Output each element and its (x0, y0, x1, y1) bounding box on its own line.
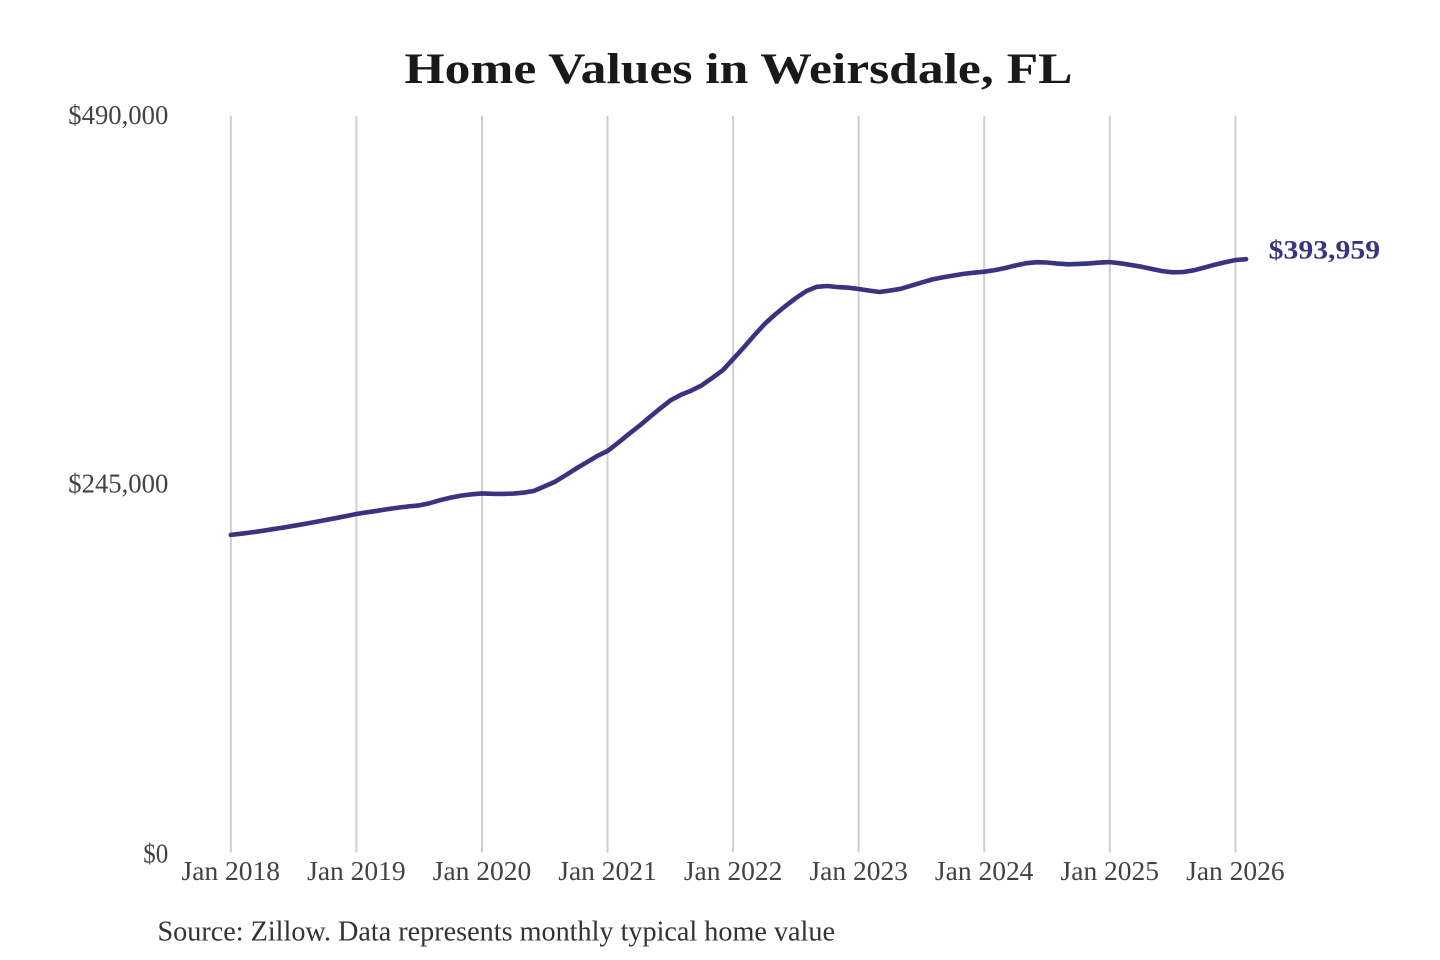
svg-text:Jan 2020: Jan 2020 (433, 856, 532, 886)
svg-text:$490,000: $490,000 (68, 100, 168, 130)
svg-text:Jan 2023: Jan 2023 (809, 856, 908, 886)
svg-text:$0: $0 (143, 839, 168, 869)
svg-text:Jan 2019: Jan 2019 (307, 856, 406, 886)
svg-text:Jan 2026: Jan 2026 (1186, 856, 1285, 886)
svg-text:$245,000: $245,000 (68, 469, 168, 499)
svg-text:Jan 2018: Jan 2018 (182, 856, 281, 886)
svg-text:Jan 2021: Jan 2021 (558, 856, 657, 886)
svg-text:Source: Zillow. Data represent: Source: Zillow. Data represents monthly … (158, 915, 836, 947)
svg-text:Home Values in Weirsdale, FL: Home Values in Weirsdale, FL (405, 46, 1073, 93)
svg-text:Jan 2025: Jan 2025 (1061, 856, 1160, 886)
svg-text:Jan 2022: Jan 2022 (684, 856, 783, 886)
svg-text:Jan 2024: Jan 2024 (935, 856, 1034, 886)
svg-text:$393,959: $393,959 (1269, 235, 1381, 264)
